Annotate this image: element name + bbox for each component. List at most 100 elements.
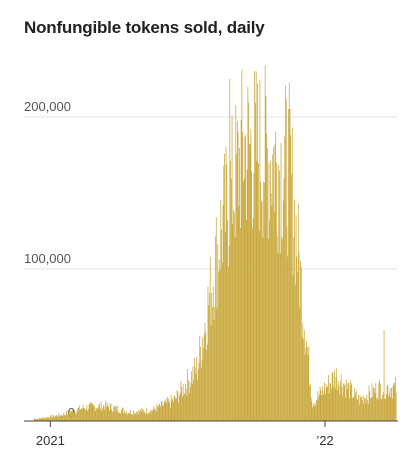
daily-bar <box>310 397 312 421</box>
daily-bar <box>174 395 176 421</box>
daily-bar <box>154 409 156 421</box>
daily-bar <box>208 305 210 421</box>
daily-bar <box>103 406 105 421</box>
daily-bar <box>283 178 285 421</box>
daily-bar <box>171 400 173 421</box>
daily-bar <box>36 418 38 421</box>
daily-bar <box>68 412 70 421</box>
daily-bar <box>172 398 173 421</box>
daily-bar <box>256 161 258 421</box>
daily-bar <box>77 408 79 421</box>
x-tick-label: 2021 <box>36 433 65 448</box>
daily-bar <box>218 259 220 421</box>
daily-bar <box>241 69 243 422</box>
daily-bar <box>81 408 82 421</box>
daily-bar <box>231 115 233 422</box>
daily-bar <box>148 412 149 421</box>
daily-bar <box>277 252 279 421</box>
daily-bar <box>182 396 183 421</box>
daily-bar <box>185 388 187 421</box>
daily-bar <box>141 408 143 421</box>
daily-bar <box>238 206 240 421</box>
daily-bar <box>60 414 62 421</box>
daily-bar <box>64 414 66 421</box>
daily-bar <box>203 347 204 421</box>
daily-bar <box>96 407 97 421</box>
daily-bar <box>225 146 227 421</box>
daily-bar <box>160 400 162 421</box>
daily-bar <box>210 325 212 421</box>
daily-bar <box>80 409 82 421</box>
daily-bar <box>382 392 384 421</box>
daily-bar <box>57 416 59 421</box>
daily-bar <box>110 403 112 421</box>
daily-bar <box>97 407 99 421</box>
daily-bar <box>233 212 235 421</box>
daily-bar <box>224 153 225 421</box>
daily-bar <box>136 411 137 421</box>
daily-bar <box>100 401 102 421</box>
daily-bar <box>179 392 181 421</box>
daily-bar <box>74 410 76 421</box>
daily-bar <box>247 86 249 421</box>
daily-bar <box>291 174 292 421</box>
daily-bar <box>252 228 253 421</box>
daily-bar <box>157 407 159 421</box>
daily-bar <box>127 412 129 421</box>
daily-bar <box>390 397 392 421</box>
daily-bar <box>57 416 58 421</box>
daily-bar <box>193 379 195 421</box>
daily-bar <box>69 411 71 421</box>
daily-bar <box>142 409 143 421</box>
daily-bar <box>330 383 332 421</box>
daily-bar <box>292 275 294 421</box>
daily-bar <box>249 143 250 421</box>
daily-bar <box>118 411 119 421</box>
daily-bar <box>345 397 347 421</box>
daily-bar <box>196 356 198 421</box>
daily-bar <box>243 178 245 421</box>
daily-bar <box>197 379 198 421</box>
daily-bar <box>346 379 347 421</box>
daily-bar <box>341 386 343 421</box>
daily-bar <box>331 371 333 421</box>
daily-bar <box>255 103 256 421</box>
daily-bar <box>291 127 293 421</box>
daily-bar <box>337 390 338 421</box>
daily-bar <box>342 395 344 421</box>
daily-bar <box>282 238 283 421</box>
daily-bar <box>364 397 365 421</box>
daily-bar <box>355 390 357 421</box>
daily-bar <box>195 373 197 421</box>
daily-bar <box>87 409 89 421</box>
daily-bar <box>361 396 362 421</box>
daily-bar <box>329 382 331 421</box>
daily-bar <box>334 388 336 421</box>
daily-bar <box>202 337 204 421</box>
daily-bar <box>349 380 351 421</box>
daily-bar <box>164 400 166 421</box>
daily-bar <box>34 418 36 421</box>
daily-bar <box>101 411 103 421</box>
daily-bar <box>106 406 107 421</box>
daily-bar <box>127 414 128 421</box>
daily-bar <box>135 414 137 421</box>
daily-bar <box>88 404 90 421</box>
daily-bar <box>320 389 322 421</box>
daily-bar <box>140 412 142 421</box>
daily-bar <box>365 403 367 421</box>
daily-bar <box>108 406 110 421</box>
daily-bar <box>366 395 368 421</box>
daily-bar <box>275 131 277 422</box>
daily-bar <box>112 412 113 421</box>
daily-bar <box>388 396 389 421</box>
daily-bar <box>232 224 234 421</box>
daily-bar <box>352 398 353 421</box>
daily-bar <box>51 415 52 421</box>
daily-bar <box>272 154 274 421</box>
daily-bar <box>267 238 269 421</box>
daily-bar <box>276 235 278 421</box>
daily-bar <box>200 367 202 421</box>
daily-bar <box>58 413 60 421</box>
daily-bar <box>132 414 134 421</box>
